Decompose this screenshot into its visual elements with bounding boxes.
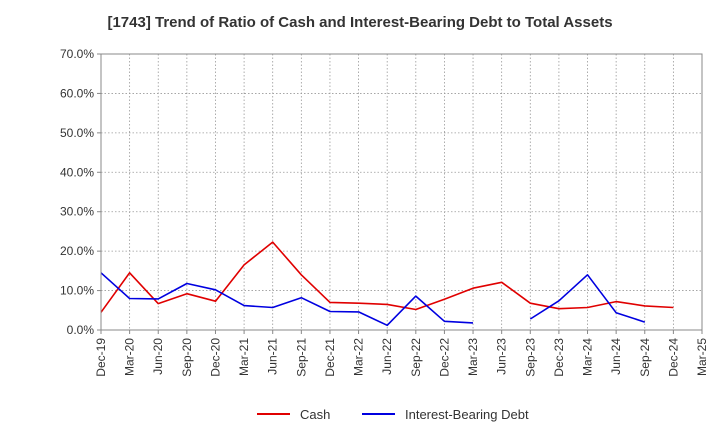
y-tick-label: 20.0% [60, 244, 94, 258]
x-tick-label: Dec-21 [323, 338, 337, 377]
y-tick-label: 30.0% [60, 205, 94, 219]
x-tick-label: Dec-20 [208, 338, 222, 377]
series-lines [100, 241, 674, 327]
y-axis-ticks: 0.0% 10.0% 20.0% 30.0% 40.0% 50.0% 60.0% 70.0% [60, 47, 101, 337]
y-tick-label: 70.0% [60, 47, 94, 61]
x-tick-label: Mar-25 [695, 338, 709, 376]
grid-lines [100, 53, 703, 331]
x-tick-label: Mar-20 [123, 338, 137, 376]
x-tick-label: Mar-24 [581, 338, 595, 376]
y-tick-label: 10.0% [60, 284, 94, 298]
x-tick-label: Sep-23 [523, 338, 537, 377]
y-tick-label: 50.0% [60, 126, 94, 140]
x-tick-label: Dec-19 [94, 338, 108, 377]
x-tick-label: Dec-23 [552, 338, 566, 377]
x-tick-label: Jun-23 [495, 338, 509, 375]
x-tick-label: Dec-24 [666, 338, 680, 377]
x-tick-label: Mar-22 [352, 338, 366, 376]
x-tick-label: Dec-22 [437, 338, 451, 377]
x-tick-label: Jun-21 [266, 338, 280, 375]
x-axis-ticks: Dec-19 Mar-20 Jun-20 Sep-20 Dec-20 Mar-21 Jun-… [94, 330, 709, 377]
plot-area [101, 54, 702, 330]
x-tick-label: Jun-24 [609, 338, 623, 375]
y-tick-label: 0.0% [67, 323, 95, 337]
y-tick-label: 60.0% [60, 86, 94, 100]
x-tick-label: Sep-24 [638, 338, 652, 377]
legend-label-cash: Cash [300, 407, 330, 422]
x-tick-label: Mar-21 [237, 338, 251, 376]
y-tick-label: 40.0% [60, 165, 94, 179]
series-line-cash [100, 241, 674, 313]
plot-border [100, 53, 703, 331]
x-tick-label: Sep-22 [409, 338, 423, 377]
series-line-interest-bearing-debt [100, 272, 474, 327]
chart-title: [1743] Trend of Ratio of Cash and Intere… [107, 14, 613, 31]
legend: Cash Interest-Bearing Debt [257, 407, 529, 422]
x-tick-label: Sep-20 [180, 338, 194, 377]
x-tick-label: Jun-20 [151, 338, 165, 375]
x-tick-label: Jun-22 [380, 338, 394, 375]
x-tick-label: Mar-23 [466, 338, 480, 376]
x-tick-label: Sep-21 [294, 338, 308, 377]
series-line-interest-bearing-debt [529, 273, 646, 323]
legend-label-interest-bearing-debt: Interest-Bearing Debt [405, 407, 529, 422]
